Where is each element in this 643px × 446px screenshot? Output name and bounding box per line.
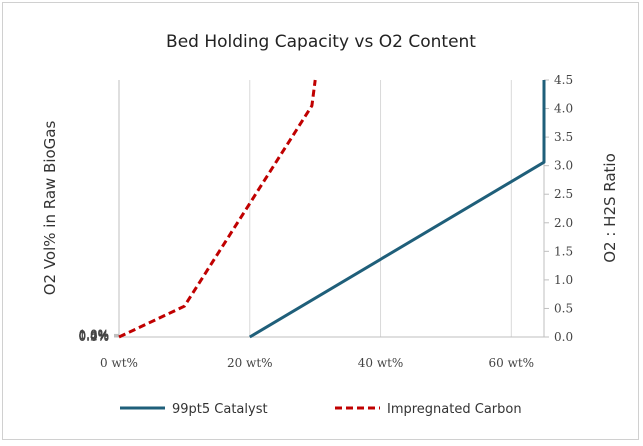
y2-tick-label: 1.0 (554, 273, 573, 287)
x-tick-label: 0 wt% (100, 356, 138, 370)
grid (249, 80, 512, 337)
legend: 99pt5 Catalyst Impregnated Carbon (120, 402, 522, 417)
y-tick-label: 0.2% (79, 329, 110, 343)
y2-tick-label: 0.5 (554, 301, 573, 315)
y2-tick-label: 1.5 (554, 244, 573, 258)
y-tick-label: 1.0% (79, 327, 110, 341)
y-axis-title: O2 Vol% in Raw BioGas (41, 121, 59, 296)
y-tick-label: 0.8% (79, 328, 110, 342)
y-tick-label: 0.0% (79, 330, 110, 344)
y2-axis-title: O2 : H2S Ratio (601, 153, 619, 263)
tick-labels: 0 wt% 20 wt% 40 wt% 60 wt%0.0%0.2%0.4%0.6%0… (79, 73, 574, 370)
x-tick-label: 20 wt% (227, 356, 273, 370)
chart-svg: Bed Holding Capacity vs O2 Content O2 Vo… (41, 32, 619, 417)
axes (114, 79, 549, 338)
y-tick-label: 0.6% (79, 328, 110, 342)
y2-tick-label: 3.5 (554, 130, 573, 144)
y2-tick-label: 2.5 (554, 187, 573, 201)
series-lines (118, 79, 546, 339)
y2-tick-label: 3.0 (554, 159, 573, 173)
x-tick-label: 40 wt% (358, 356, 404, 370)
chart-title: Bed Holding Capacity vs O2 Content (166, 32, 476, 52)
y2-tick-label: 4.5 (554, 73, 573, 87)
y-tick-label: 0.4% (79, 329, 110, 343)
y2-tick-label: 2.0 (554, 216, 573, 230)
y2-tick-label: 4.0 (554, 102, 573, 116)
series-line (249, 80, 546, 339)
series-line (118, 79, 317, 339)
legend-label: 99pt5 Catalyst (172, 402, 268, 417)
chart-frame: Bed Holding Capacity vs O2 Content O2 Vo… (2, 2, 639, 440)
y2-tick-label: 0.0 (554, 330, 573, 344)
legend-label: Impregnated Carbon (387, 402, 522, 417)
x-tick-label: 60 wt% (489, 356, 535, 370)
